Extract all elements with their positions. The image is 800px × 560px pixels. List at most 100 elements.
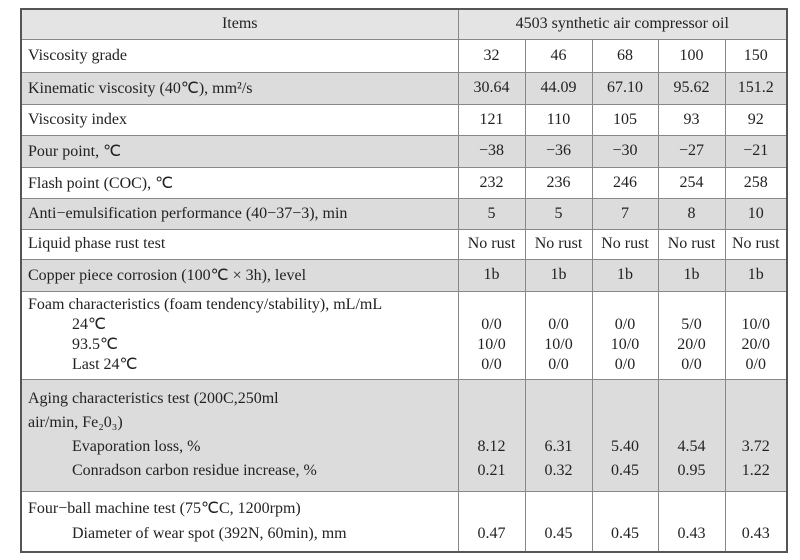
row-label-cell: Copper piece corrosion (100℃ × 3h), leve…	[20, 258, 459, 292]
cell-value: 0/0	[681, 356, 702, 373]
cell-value: 0/0	[614, 316, 636, 333]
spacer	[528, 295, 590, 315]
table-wrap: Items 4503 synthetic air compressor oil …	[20, 8, 788, 553]
cell-value: No rust	[724, 228, 788, 260]
table-row: Anti−emulsification performance (40−37−3…	[20, 197, 788, 230]
row-label: Viscosity index	[28, 110, 128, 128]
spacer	[595, 387, 656, 411]
cell-value: 151.2	[724, 71, 788, 105]
cell-value: 0.45	[611, 525, 639, 543]
cell-value: 6.31	[544, 438, 573, 455]
cell-value: 5.40	[611, 438, 639, 455]
cell-value: 0/0	[481, 356, 502, 373]
cell-value: 8	[657, 197, 726, 230]
cell-value: 0/0	[548, 356, 569, 373]
cell-value: 10/0	[477, 336, 506, 353]
spacer	[728, 496, 785, 521]
spacer	[528, 411, 590, 435]
cell-value: 232	[457, 166, 526, 199]
value-cell: 0.45	[524, 490, 593, 553]
table-row: Viscosity index 121 110 105 93 92	[20, 103, 788, 136]
header-row: Items 4503 synthetic air compressor oil	[20, 8, 788, 40]
cell-value: 150	[724, 38, 788, 73]
spacer	[728, 295, 785, 315]
cell-value: −21	[724, 134, 788, 168]
value-cell: 0.45	[591, 490, 659, 553]
table-row: Foam characteristics (foam tendency/stab…	[20, 290, 788, 380]
cell-value: No rust	[591, 228, 659, 260]
cell-value: 30.64	[457, 71, 526, 105]
value-cell: 5.40 0.45	[591, 378, 659, 492]
row-label-cell: Flash point (COC), ℃	[20, 166, 459, 199]
cell-value: 1b	[524, 258, 593, 292]
value-cell: 0/0 10/0 0/0	[591, 290, 659, 380]
row-label: Copper piece corrosion (100℃ × 3h), leve…	[28, 267, 307, 284]
spacer	[461, 496, 523, 521]
value-cell: 8.12 0.21	[457, 378, 526, 492]
cell-value: 258	[724, 166, 788, 199]
table-row: Pour point, ℃ −38 −36 −30 −27 −21	[20, 134, 788, 168]
cell-value: 105	[591, 103, 659, 136]
row-label-cell: Viscosity grade	[20, 38, 459, 73]
spacer	[661, 496, 723, 521]
sub-label: Diameter of wear spot (392N, 60min), mm	[72, 525, 347, 543]
cell-value: 0.21	[477, 462, 506, 479]
cell-value: 92	[724, 103, 788, 136]
cell-value: −27	[657, 134, 726, 168]
cell-value: 0.45	[544, 525, 573, 543]
table-row: Viscosity grade 32 46 68 100 150	[20, 38, 788, 73]
value-cell: 4.54 0.95	[657, 378, 726, 492]
cell-value: 20/0	[677, 336, 706, 353]
cell-value: 1b	[657, 258, 726, 292]
value-cell: 0.43	[724, 490, 788, 553]
cell-value: 5	[457, 197, 526, 230]
row-label: air/min, Fe₂0₃)	[28, 414, 123, 431]
spacer	[728, 411, 785, 435]
spacer	[595, 295, 656, 315]
table-row: Flash point (COC), ℃ 232 236 246 254 258	[20, 166, 788, 199]
spacer	[595, 496, 656, 521]
row-label: Viscosity grade	[28, 46, 128, 64]
cell-value: 3.72	[741, 438, 770, 455]
header-cell: Items	[20, 8, 459, 40]
spacer	[528, 496, 590, 521]
spacer	[461, 295, 523, 315]
value-cell: 0.47	[457, 490, 526, 553]
cell-value: 0.95	[677, 462, 706, 479]
row-label: Liquid phase rust test	[28, 235, 166, 252]
cell-value: 32	[457, 38, 526, 73]
cell-value: 68	[591, 38, 659, 73]
row-label-cell: Viscosity index	[20, 103, 459, 136]
cell-value: 10/0	[741, 316, 770, 333]
spacer	[528, 387, 590, 411]
spacer	[661, 295, 723, 315]
cell-value: No rust	[524, 228, 593, 260]
row-label: Anti−emulsification performance (40−37−3…	[28, 204, 348, 222]
value-cell: 0/0 10/0 0/0	[457, 290, 526, 380]
cell-value: 67.10	[591, 71, 659, 105]
cell-value: 93	[657, 103, 726, 136]
cell-value: 236	[524, 166, 593, 199]
cell-value: −38	[457, 134, 526, 168]
spacer	[461, 411, 523, 435]
cell-value: 20/0	[741, 336, 770, 353]
table-row: Liquid phase rust test No rust No rust No r…	[20, 228, 788, 260]
table-row: Four−ball machine test (75℃C, 1200rpm) Di…	[20, 490, 788, 553]
cell-value: No rust	[457, 228, 526, 260]
cell-value: 5	[524, 197, 593, 230]
cell-value: 0/0	[614, 356, 636, 373]
cell-value: 0.43	[741, 525, 770, 543]
sub-label: 24℃	[72, 316, 106, 333]
sub-label: 93.5℃	[72, 336, 118, 353]
cell-value: 7	[591, 197, 659, 230]
row-label-cell: Four−ball machine test (75℃C, 1200rpm) Di…	[20, 490, 459, 553]
table-body: Items 4503 synthetic air compressor oil …	[20, 8, 788, 553]
cell-value: 44.09	[524, 71, 593, 105]
cell-value: 1b	[591, 258, 659, 292]
cell-value: 0/0	[481, 316, 502, 333]
value-cell: 0.43	[657, 490, 726, 553]
cell-value: 100	[657, 38, 726, 73]
cell-value: 10/0	[544, 336, 573, 353]
cell-value: 1b	[724, 258, 788, 292]
